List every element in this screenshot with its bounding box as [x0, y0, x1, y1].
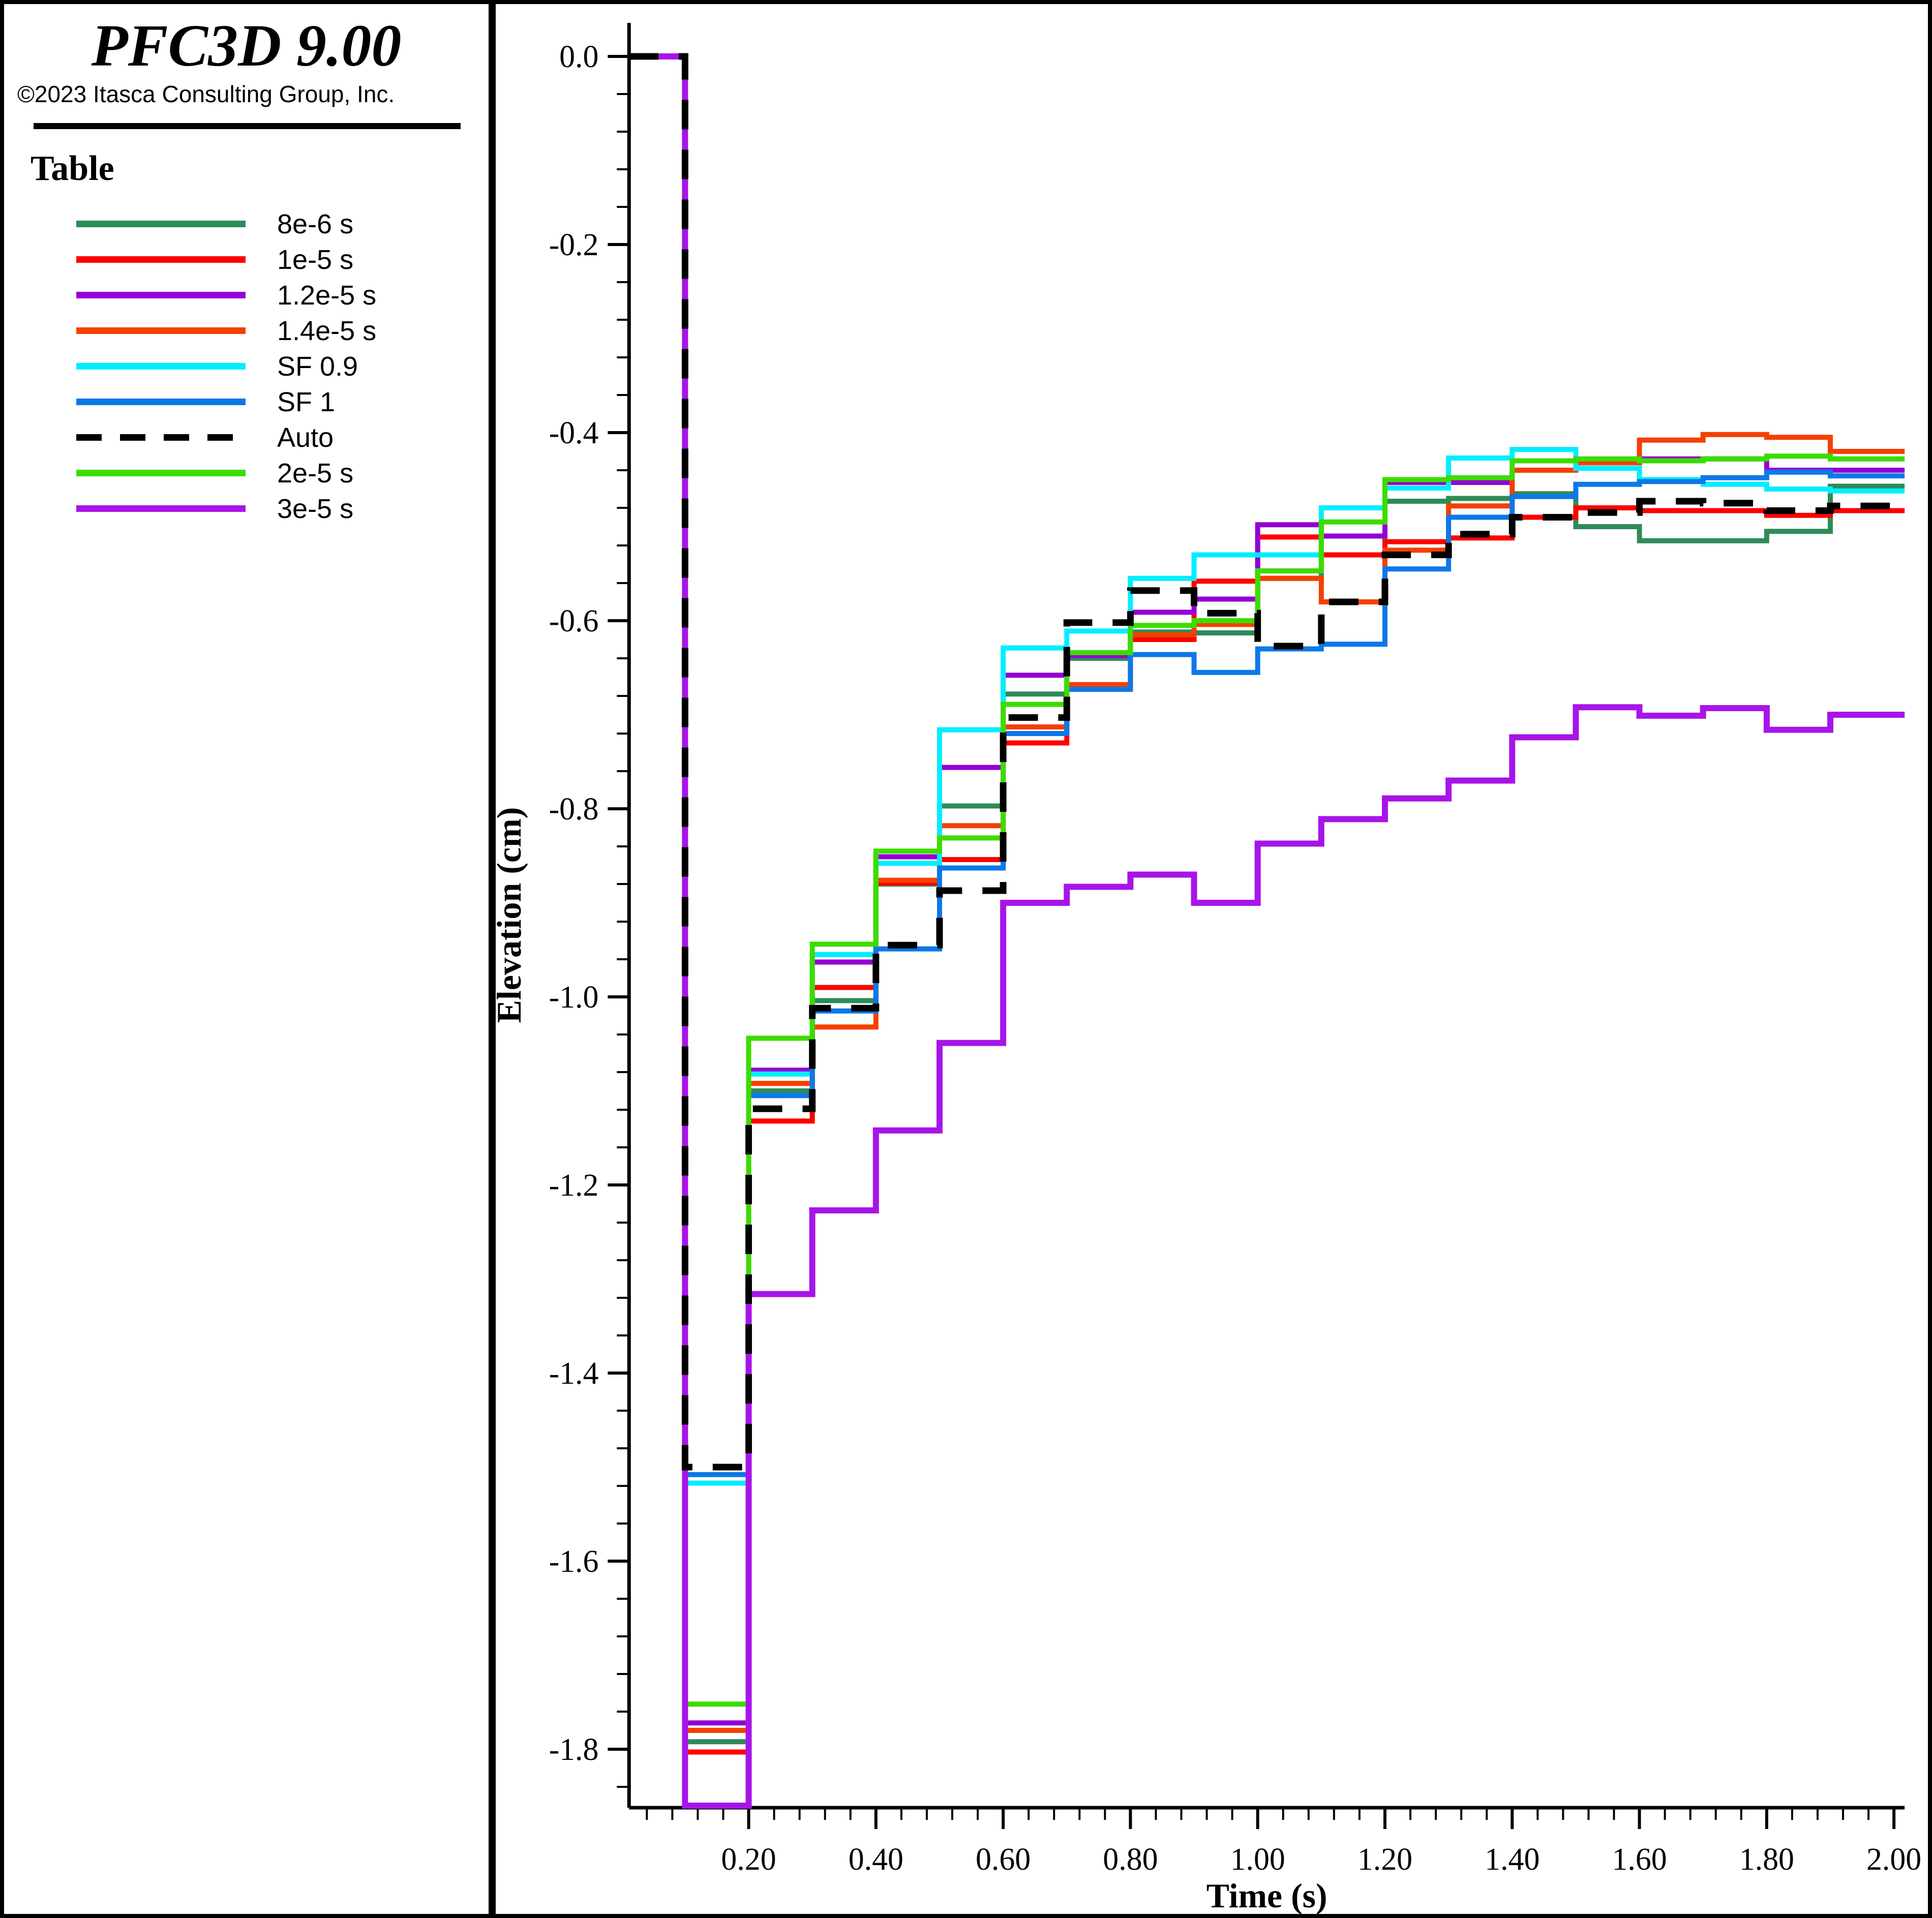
series-line-sf-1	[629, 54, 1905, 1477]
series-line-auto	[629, 53, 1905, 1471]
legend-label: 3e-5 s	[277, 493, 354, 524]
y-tick-label: -1.4	[549, 1356, 599, 1391]
legend-title: Table	[31, 148, 114, 188]
x-tick-label: 1.20	[1357, 1842, 1412, 1877]
x-tick-label: 0.60	[976, 1842, 1031, 1877]
legend-label: 1.2e-5 s	[277, 280, 377, 311]
legend-item-2e-5-s: 2e-5 s	[4, 455, 489, 491]
legend-swatch-1e-5-s	[76, 256, 246, 263]
legend-label: 1e-5 s	[277, 244, 354, 275]
elevation-time-chart: 0.20 0.40 0.60 0.80 1.00 1.20 1.40 1.60 1.80 2.00…	[496, 23, 1921, 1914]
y-tick-label: -1.2	[549, 1168, 599, 1203]
legend-item-3e-5-s: 3e-5 s	[4, 491, 489, 527]
y-tick-label: -0.4	[549, 416, 599, 450]
series-line-3e-5-s	[629, 53, 1905, 1809]
y-axis-title: Elevation (cm)	[496, 807, 528, 1023]
legend-label: Auto	[277, 422, 334, 453]
x-axis-title: Time (s)	[1206, 1876, 1327, 1914]
legend-swatch-auto	[76, 434, 246, 441]
y-tick-label: -1.0	[549, 980, 599, 1015]
chart-area: 0.20 0.40 0.60 0.80 1.00 1.20 1.40 1.60 1.80 2.00…	[496, 4, 1928, 1914]
info-panel: PFC3D 9.00 ©2023 Itasca Consulting Group…	[4, 4, 496, 1914]
x-tick-label: 1.80	[1739, 1842, 1794, 1877]
legend-item-1e-5-s: 1e-5 s	[4, 242, 489, 278]
series-line-8e-6-s	[629, 54, 1905, 1745]
y-tick-label: -0.2	[549, 228, 599, 262]
legend-swatch-sf-1	[76, 399, 246, 406]
y-tick-label: -1.6	[549, 1544, 599, 1579]
legend-swatch-sf-0-9	[76, 363, 246, 370]
x-tick-label: 1.60	[1612, 1842, 1667, 1877]
legend-item-sf-0-9: SF 0.9	[4, 349, 489, 384]
legend-item-8e-6-s: 8e-6 s	[4, 206, 489, 242]
legend-item-sf-1: SF 1	[4, 384, 489, 420]
y-tick-label: -0.8	[549, 792, 599, 827]
series-line-1-2e-5-s	[629, 54, 1905, 1726]
y-tick-label: 0.0	[559, 40, 598, 74]
legend-item-auto: Auto	[4, 420, 489, 455]
x-tick-label: 0.80	[1103, 1842, 1158, 1877]
legend-swatch-1-2e-5-s	[76, 292, 246, 299]
legend-label: 8e-6 s	[277, 208, 354, 239]
y-tick-label: -0.6	[549, 604, 599, 638]
legend-swatch-1-4e-5-s	[76, 327, 246, 334]
app-title: PFC3D 9.00	[91, 12, 402, 79]
y-tick-label: -1.8	[549, 1732, 599, 1767]
legend-label: SF 0.9	[277, 351, 358, 382]
legend-swatch-3e-5-s	[76, 505, 246, 512]
x-tick-label: 2.00	[1866, 1842, 1921, 1877]
x-tick-label: 1.40	[1485, 1842, 1539, 1877]
legend: 8e-6 s 1e-5 s 1.2e-5 s 1.4e-5 s SF 0.9 SF 1 Au…	[4, 206, 489, 527]
series-line-2e-5-s	[629, 54, 1905, 1707]
legend-label: SF 1	[277, 386, 336, 417]
legend-label: 2e-5 s	[277, 458, 354, 489]
legend-label: 1.4e-5 s	[277, 315, 377, 346]
series-line-1e-5-s	[629, 54, 1905, 1755]
series-line-1-4e-5-s	[629, 54, 1905, 1733]
x-tick-label: 0.20	[721, 1842, 776, 1877]
panel-divider	[34, 123, 461, 129]
series-line-sf-0-9	[629, 54, 1905, 1486]
legend-item-1-4e-5-s: 1.4e-5 s	[4, 313, 489, 349]
legend-swatch-8e-6-s	[76, 221, 246, 228]
legend-swatch-2e-5-s	[76, 470, 246, 477]
x-tick-label: 0.40	[849, 1842, 903, 1877]
copyright-text: ©2023 Itasca Consulting Group, Inc.	[17, 80, 395, 107]
legend-item-1-2e-5-s: 1.2e-5 s	[4, 278, 489, 313]
x-tick-label: 1.00	[1230, 1842, 1285, 1877]
